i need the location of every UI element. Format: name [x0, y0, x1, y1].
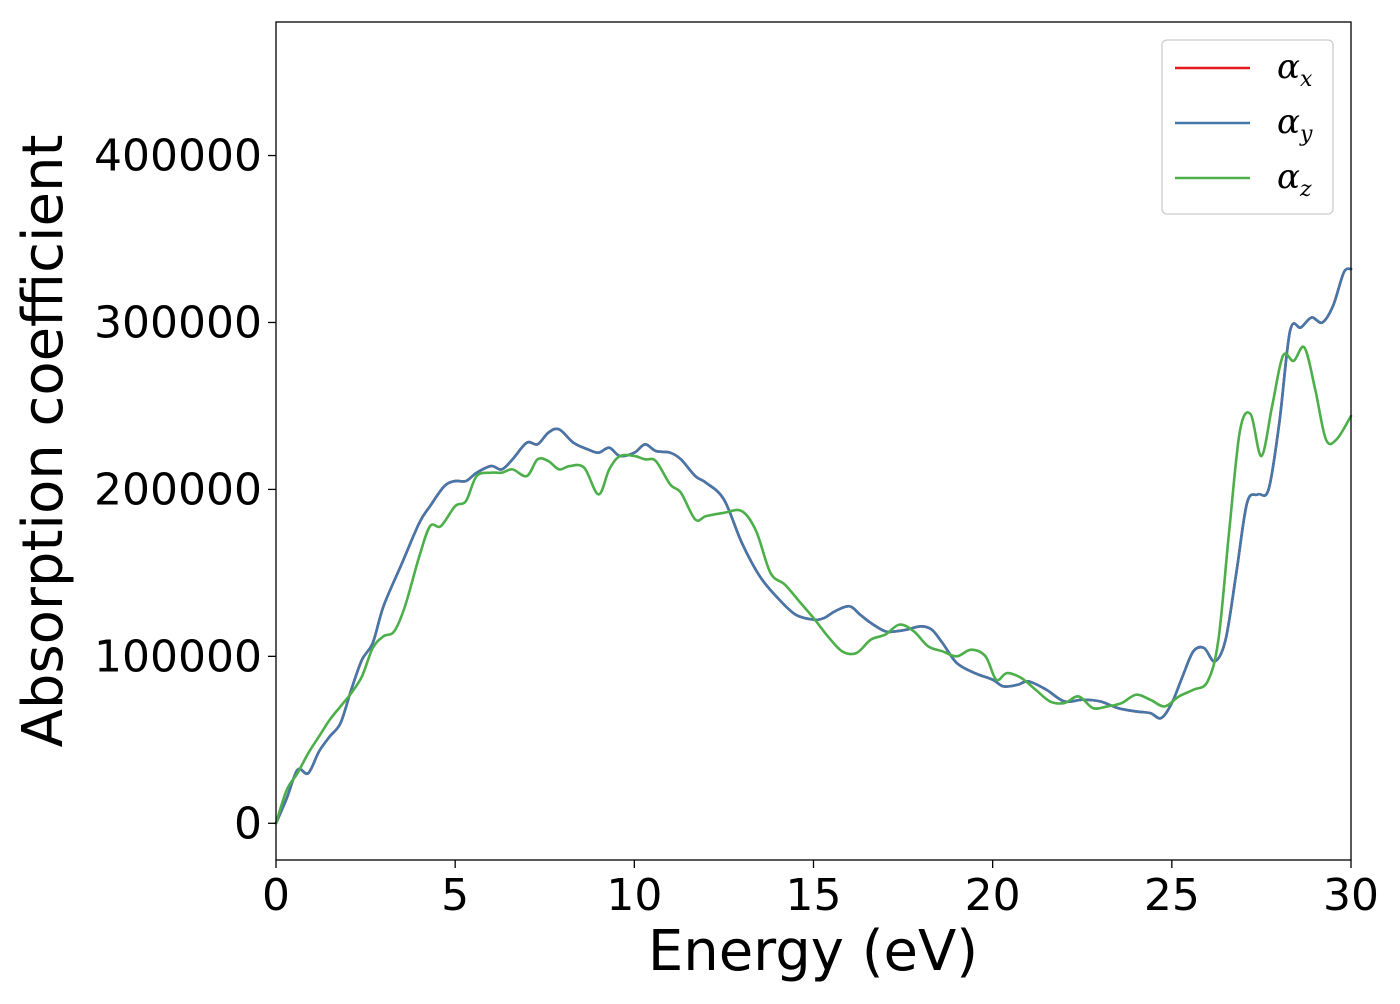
legend-symbol: α: [1277, 157, 1300, 197]
x-tick-label: 10: [606, 870, 662, 921]
x-tick-label: 30: [1323, 870, 1379, 921]
x-tick-label: 25: [1144, 870, 1200, 921]
y-tick-label: 400000: [94, 131, 262, 182]
legend-subscript: y: [1299, 122, 1313, 147]
y-tick-label: 300000: [94, 297, 262, 348]
x-tick-label: 15: [786, 870, 842, 921]
y-tick-label: 200000: [94, 464, 262, 515]
y-tick-label: 100000: [94, 631, 262, 682]
series-line-y: [274, 267, 1353, 825]
legend-box: [1161, 39, 1334, 215]
x-tick-label: 20: [965, 870, 1021, 921]
legend-symbol: α: [1277, 102, 1300, 142]
x-tick-label: 0: [262, 870, 290, 921]
series-line-z: [274, 345, 1353, 825]
legend-symbol: α: [1277, 47, 1300, 87]
y-axis-ticks: 0 100000 200000 300000 400000: [94, 131, 276, 849]
y-axis-label: Absorption coefficient: [11, 135, 76, 748]
y-tick-label: 0: [234, 798, 262, 849]
legend-label-z: αz: [1277, 157, 1312, 202]
x-axis-label: Energy (eV): [648, 919, 978, 984]
series-layer: [274, 267, 1353, 825]
legend-label-x: αx: [1277, 47, 1313, 92]
x-tick-label: 5: [441, 870, 469, 921]
legend-subscript: z: [1299, 177, 1312, 202]
x-axis-ticks: 0 5 10 15 20 25 30: [262, 860, 1379, 921]
legend-label-y: αy: [1277, 102, 1313, 147]
legend-subscript: x: [1300, 67, 1313, 92]
